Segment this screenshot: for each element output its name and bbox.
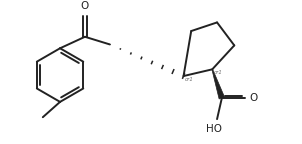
Polygon shape [212, 69, 225, 99]
Text: O: O [249, 93, 258, 103]
Text: or1: or1 [185, 77, 193, 82]
Text: HO: HO [206, 124, 222, 134]
Text: or1: or1 [214, 70, 223, 75]
Text: O: O [81, 1, 89, 11]
